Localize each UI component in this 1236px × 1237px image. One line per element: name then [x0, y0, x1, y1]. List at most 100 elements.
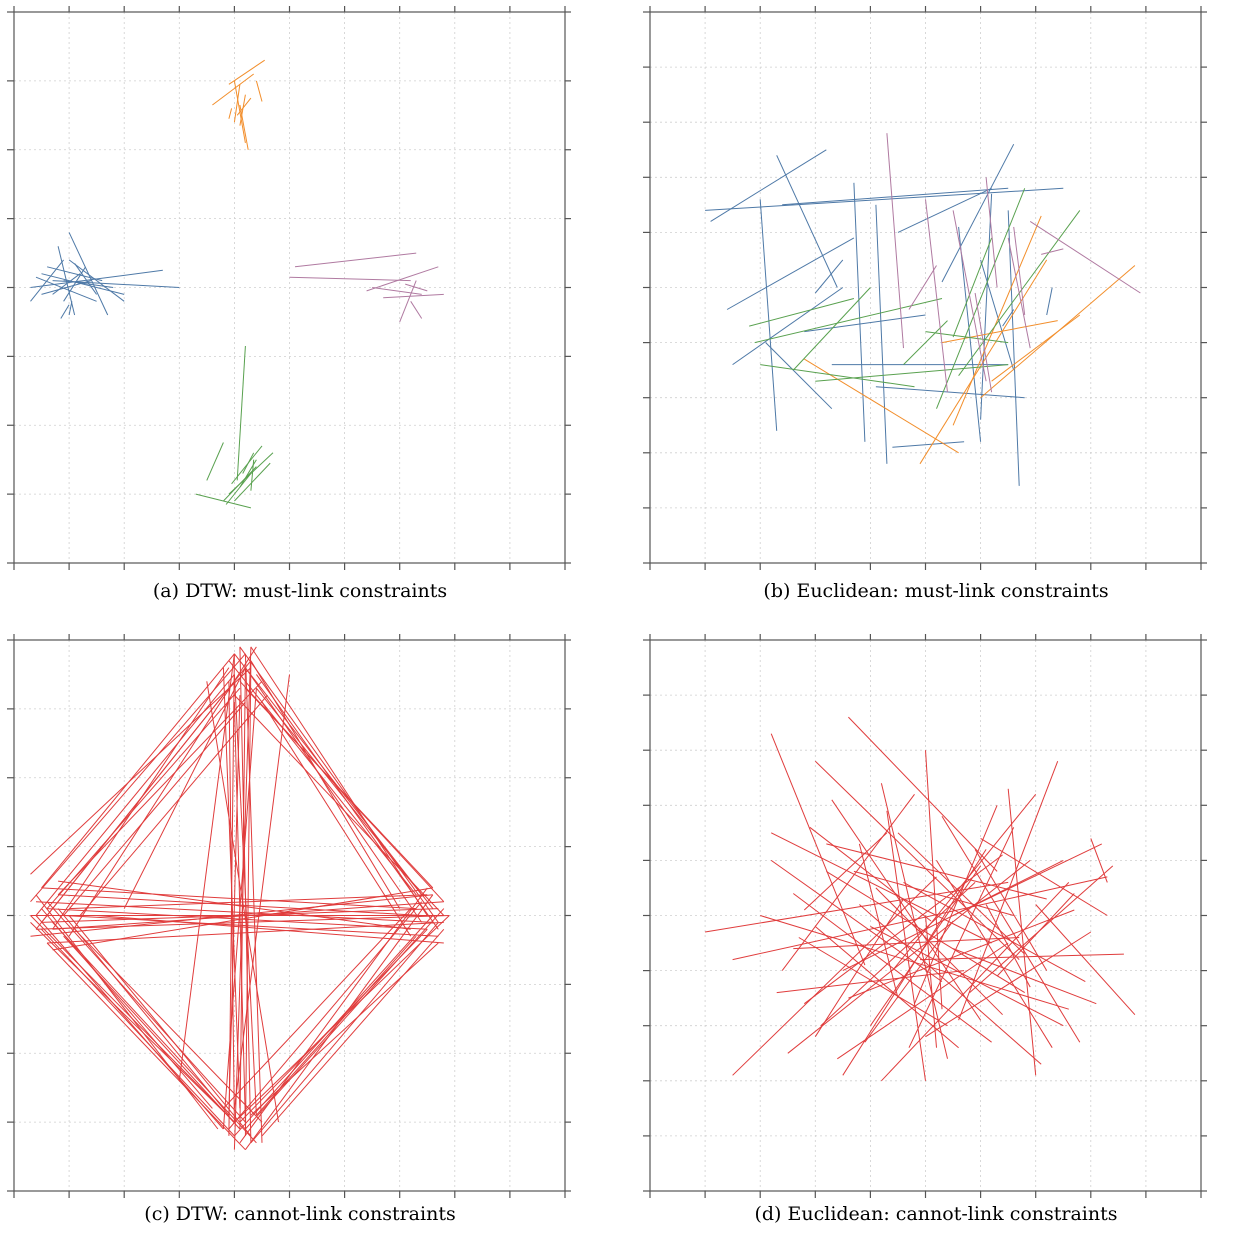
constraint-segment — [875, 386, 1025, 399]
constraint-segment — [886, 133, 904, 349]
constraint-segment — [853, 870, 1014, 916]
constraint-segment — [244, 667, 423, 923]
constraint-segment — [41, 928, 235, 1137]
constraint-segment — [30, 653, 246, 903]
constraint-segment — [250, 646, 428, 916]
constraint-segment — [770, 859, 943, 983]
constraint-segment — [1029, 220, 1141, 294]
constraint-segment — [30, 894, 433, 937]
constraint-segment — [980, 837, 1108, 916]
constraint-segment — [261, 701, 412, 937]
constraint-segment — [294, 252, 417, 268]
constraint-segment — [68, 232, 109, 316]
constraint-segment — [58, 894, 422, 916]
constraint-segment — [233, 646, 252, 1150]
constraint-segment — [809, 826, 932, 922]
constraint-segment — [732, 287, 844, 366]
chart-c-svg — [7, 634, 571, 1198]
constraint-segment — [985, 904, 1031, 988]
constraint-segment — [980, 259, 1015, 371]
series-red — [30, 646, 450, 1151]
constraint-segment — [250, 922, 439, 1144]
chart-panel-b: (b) Euclidean: must-link constraints — [636, 0, 1236, 620]
constraint-segment — [228, 59, 265, 85]
chart-b-svg — [643, 6, 1207, 570]
constraint-segment — [69, 894, 428, 910]
grid-lines — [14, 12, 565, 563]
constraint-segment — [793, 937, 1020, 950]
constraint-segment — [1046, 287, 1053, 316]
constraint-segment — [206, 442, 224, 481]
constraint-segment — [96, 915, 444, 944]
constraint-segment — [732, 876, 1108, 961]
constraint-segment — [853, 182, 866, 442]
grid-lines — [650, 12, 1201, 563]
constraint-segment — [30, 259, 64, 302]
series-red — [705, 716, 1136, 1082]
constraint-segment — [244, 894, 434, 1150]
constraint-segment — [815, 364, 1009, 382]
constraint-segment — [63, 915, 439, 937]
constraint-segment — [831, 799, 982, 1021]
constraint-segment — [765, 342, 833, 410]
constraint-segment — [250, 942, 439, 1116]
constraint-segment — [925, 750, 943, 1010]
series-purple — [289, 252, 444, 323]
constraint-segment — [875, 887, 1003, 1016]
constraint-segment — [749, 298, 855, 327]
constraint-segment — [881, 882, 1070, 1082]
constraint-segment — [941, 320, 1058, 344]
constraint-segment — [236, 345, 246, 481]
constraint-segment — [732, 876, 937, 1076]
constraint-segment — [880, 783, 948, 1059]
constraint-segment — [46, 942, 246, 1151]
constraint-segment — [74, 928, 263, 1123]
constraint-segment — [206, 681, 279, 1123]
series-orange — [804, 215, 1136, 465]
constraint-segment — [212, 73, 255, 106]
tick-marks — [7, 6, 571, 570]
constraint-segment — [30, 915, 235, 1123]
constraint-segment — [914, 805, 998, 1004]
constraint-segment — [782, 187, 1009, 206]
series-blue — [705, 143, 1064, 486]
plot-frame — [649, 639, 1202, 1192]
constraint-segment — [974, 849, 1048, 971]
constraint-segment — [68, 915, 252, 1137]
constraint-segment — [57, 908, 230, 1116]
constraint-segment — [68, 301, 73, 316]
constraint-segment — [410, 301, 423, 319]
tick-marks — [643, 634, 1207, 1198]
constraint-segment — [792, 287, 871, 371]
chart-a-svg — [7, 6, 571, 570]
constraint-segment — [908, 827, 1015, 1048]
constraint-segment — [952, 210, 987, 382]
constraint-segment — [239, 94, 246, 126]
constraint-segment — [236, 97, 252, 116]
series-purple — [886, 133, 1141, 393]
constraint-segment — [52, 887, 433, 951]
constraint-segment — [35, 901, 433, 923]
constraint-segment — [234, 653, 434, 909]
constraint-segment — [123, 667, 246, 909]
constraint-segment — [814, 898, 904, 1037]
constraint-segment — [52, 273, 81, 295]
constraint-segment — [776, 155, 838, 288]
constraint-segment — [68, 259, 125, 302]
constraint-segment — [1007, 210, 1020, 486]
constraint-segment — [925, 915, 937, 1048]
constraint-segment — [980, 193, 993, 420]
chart-a-caption: (a) DTW: must-link constraints — [152, 580, 448, 602]
constraint-segment — [383, 293, 444, 299]
constraint-segment — [875, 204, 888, 464]
constraint-segment — [958, 761, 1059, 1021]
constraint-segment — [1002, 309, 1015, 327]
constraint-segment — [754, 298, 943, 344]
constraint-segment — [30, 922, 235, 1123]
constraint-segment — [770, 832, 992, 944]
constraint-segment — [35, 894, 219, 1130]
constraint-segment — [60, 304, 70, 319]
constraint-segment — [859, 904, 1042, 1065]
constraint-segment — [366, 266, 439, 292]
constraint-segment — [974, 292, 993, 393]
